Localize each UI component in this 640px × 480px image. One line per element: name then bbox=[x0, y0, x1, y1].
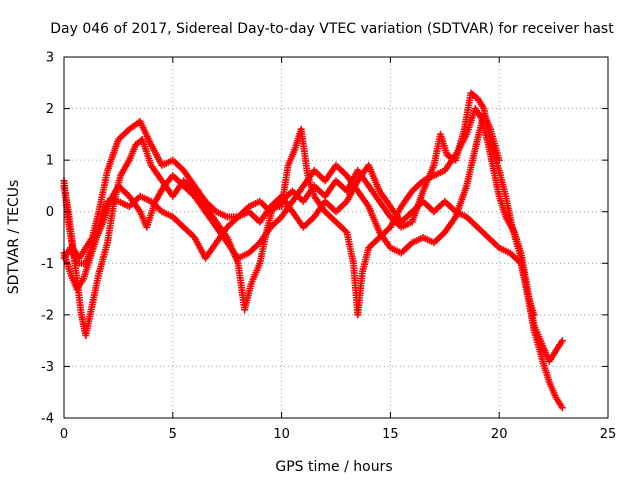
y-tick-label: -2 bbox=[41, 308, 54, 323]
x-tick-label: 15 bbox=[382, 427, 399, 442]
y-tick-label: -1 bbox=[41, 257, 54, 272]
x-tick-label: 5 bbox=[169, 427, 177, 442]
data-point bbox=[495, 156, 503, 164]
axis-ticks: 0 5 10 15 20 25 -4 -3 -2 -1 0 1 2 3 bbox=[41, 51, 616, 443]
y-tick-label: -4 bbox=[41, 412, 54, 427]
grid bbox=[64, 57, 608, 418]
y-tick-label: 3 bbox=[46, 51, 54, 66]
data-marks bbox=[60, 89, 566, 412]
data-point bbox=[558, 404, 566, 412]
y-axis-label: SDTVAR / TECUs bbox=[6, 180, 22, 295]
y-tick-label: -3 bbox=[41, 360, 54, 375]
x-tick-label: 0 bbox=[60, 427, 68, 442]
x-axis-label: GPS time / hours bbox=[275, 459, 392, 475]
x-tick-label: 10 bbox=[273, 427, 290, 442]
x-tick-label: 25 bbox=[600, 427, 617, 442]
data-point bbox=[530, 311, 538, 319]
y-tick-label: 1 bbox=[46, 154, 54, 169]
x-tick-label: 20 bbox=[491, 427, 508, 442]
y-tick-label: 2 bbox=[46, 102, 54, 117]
chart-title: Day 046 of 2017, Sidereal Day-to-day VTE… bbox=[50, 21, 614, 37]
series-track-4 bbox=[60, 161, 538, 319]
y-tick-label: 0 bbox=[46, 205, 54, 220]
data-point bbox=[558, 337, 566, 345]
plot-frame bbox=[63, 56, 609, 419]
series-track-2 bbox=[60, 105, 566, 365]
